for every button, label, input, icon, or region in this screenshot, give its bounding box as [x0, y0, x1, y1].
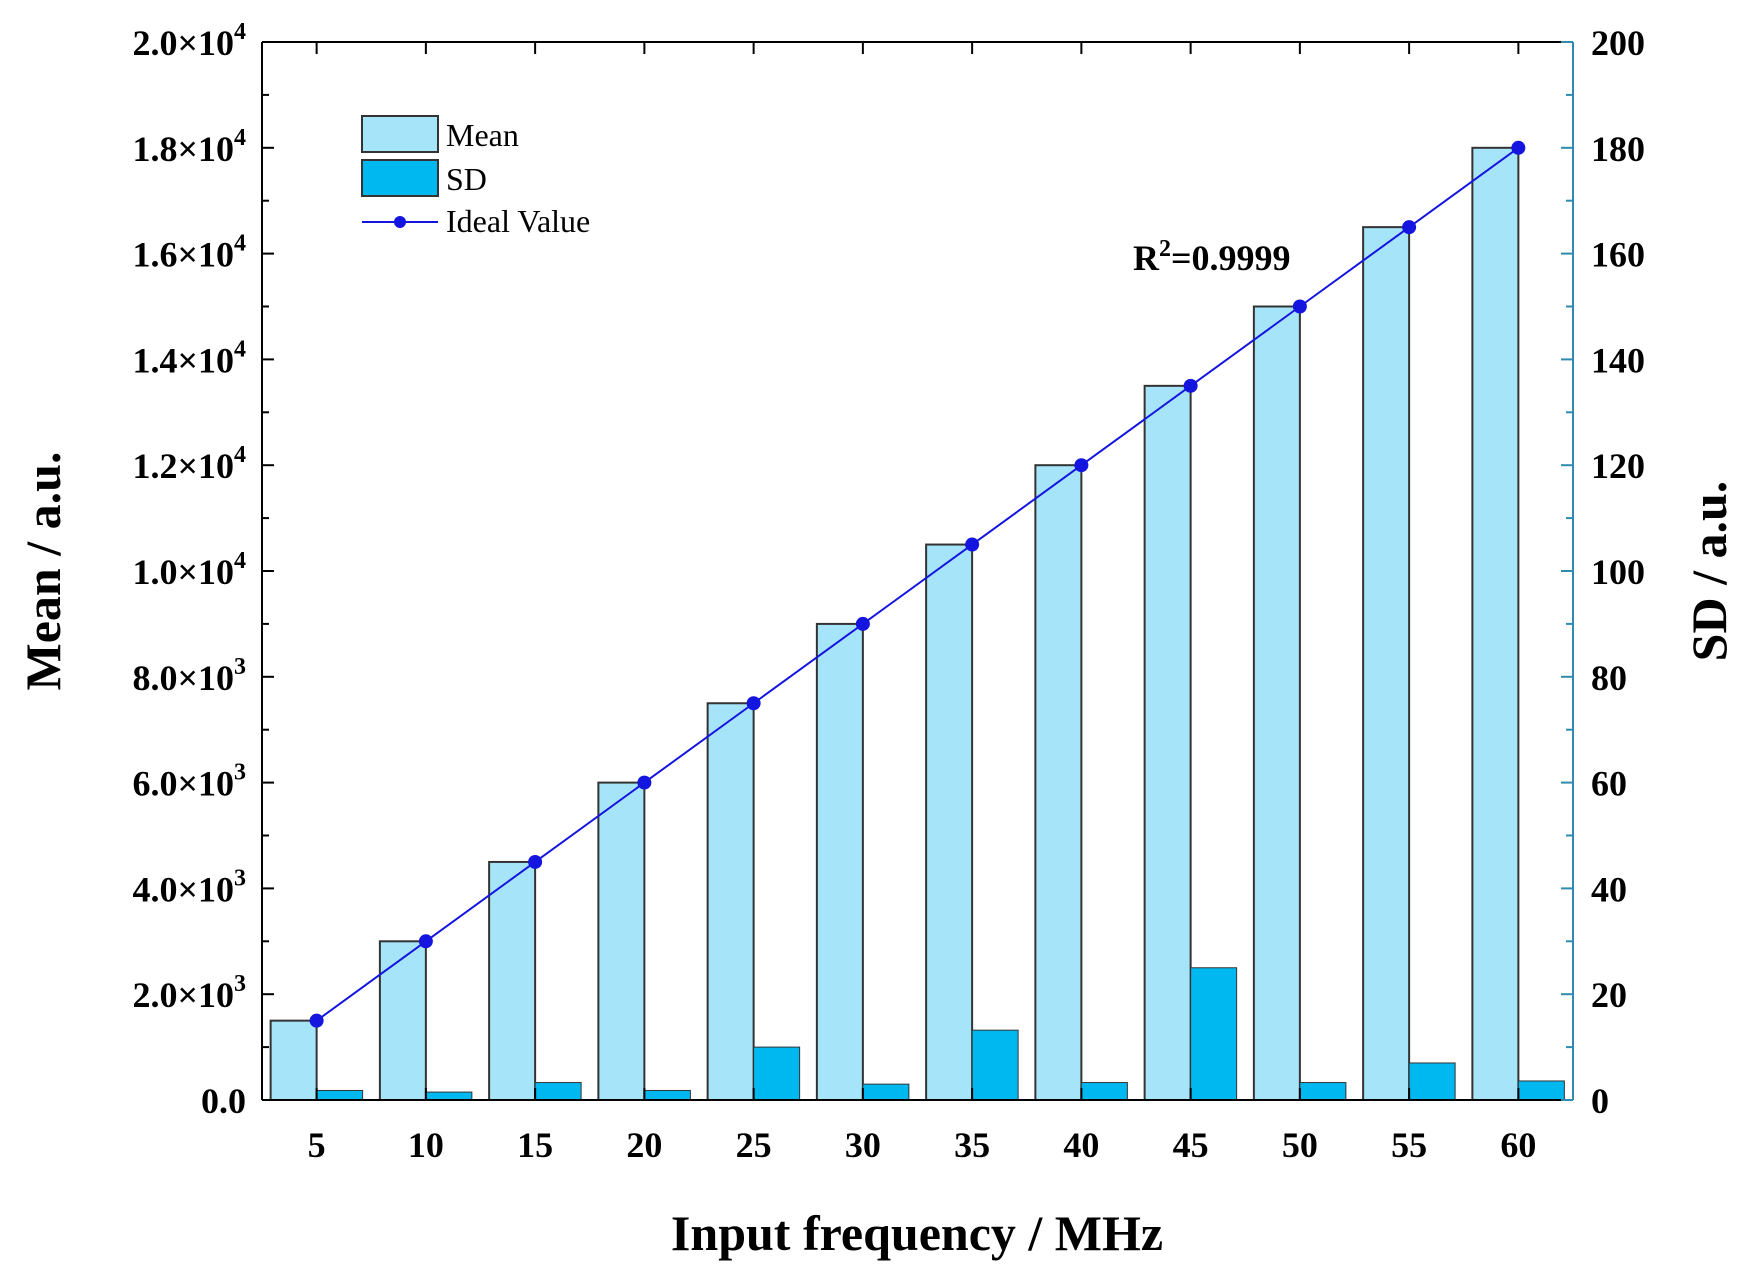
ideal-value-point-55	[1402, 220, 1417, 235]
mean-bar-30	[815, 622, 864, 1102]
sd-bar-55	[1408, 1062, 1456, 1101]
ideal-value-point-45	[1183, 378, 1198, 393]
right-tick-label: 180	[1591, 129, 1645, 169]
x-tick-label: 40	[1063, 1125, 1099, 1165]
mean-bar-15	[488, 860, 537, 1102]
left-tick-label: 0.0	[201, 1081, 246, 1121]
right-tick-label: 160	[1591, 235, 1645, 275]
mean-bar-55	[1362, 226, 1411, 1101]
x-tick-label: 10	[408, 1125, 444, 1165]
x-tick-label: 50	[1282, 1125, 1318, 1165]
legend-sd-label: SD	[446, 161, 487, 197]
mean-bar-50	[1252, 305, 1301, 1101]
x-tick-label: 25	[736, 1125, 772, 1165]
ideal-value-point-50	[1292, 299, 1307, 314]
left-axis-ticks: 0.0 2.0×103 4.0×103 6.0×103 8.0×103 1.0×104 1.…	[132, 19, 274, 1121]
right-tick-label: 140	[1591, 340, 1645, 380]
ideal-value-point-30	[855, 616, 870, 631]
x-tick-label: 15	[517, 1125, 553, 1165]
mean-bar-10	[378, 940, 427, 1101]
ideal-value-point-60	[1511, 140, 1526, 155]
sd-bar-25	[753, 1046, 801, 1101]
legend-ideal-marker	[394, 216, 406, 228]
right-tick-label: 100	[1591, 552, 1645, 592]
x-tick-label: 35	[954, 1125, 990, 1165]
x-axis-ticks: 5 10 15 20 25 30 35 40 45 50 55 60	[308, 42, 1536, 1165]
sd-bar-50	[1299, 1082, 1347, 1101]
left-tick-label: 2.0×103	[132, 971, 246, 1015]
right-tick-label: 200	[1591, 23, 1645, 63]
legend-mean-swatch	[361, 115, 439, 153]
sd-bar-40	[1080, 1082, 1128, 1101]
mean-bar-25	[706, 702, 755, 1101]
mean-bar-5	[269, 1019, 318, 1102]
ideal-value-line	[316, 146, 1519, 1022]
left-tick-label: 1.0×104	[132, 548, 246, 592]
left-tick-label: 1.4×104	[132, 336, 246, 380]
x-tick-label: 20	[626, 1125, 662, 1165]
x-axis-title: Input frequency / MHz	[671, 1205, 1163, 1261]
sd-bar-10	[425, 1091, 473, 1101]
ideal-value-series	[309, 140, 1526, 1028]
x-tick-label: 55	[1391, 1125, 1427, 1165]
ideal-value-point-10	[418, 934, 433, 949]
x-tick-label: 5	[308, 1125, 326, 1165]
sd-bar-60	[1517, 1080, 1565, 1101]
left-tick-label: 2.0×104	[132, 19, 246, 63]
right-tick-label: 80	[1591, 658, 1627, 698]
mean-bar-60	[1471, 146, 1520, 1102]
x-tick-label: 60	[1500, 1125, 1536, 1165]
sd-bar-20	[643, 1089, 691, 1101]
sd-bar-45	[1190, 967, 1238, 1101]
right-tick-label: 120	[1591, 446, 1645, 486]
mean-bar-40	[1034, 464, 1083, 1101]
mean-bar-45	[1143, 384, 1192, 1102]
x-tick-label: 45	[1173, 1125, 1209, 1165]
sd-bar-5	[316, 1089, 364, 1101]
legend-sd-swatch	[361, 159, 439, 197]
right-tick-label: 40	[1591, 869, 1627, 909]
ideal-value-point-5	[309, 1013, 324, 1028]
mean-bar-35	[925, 543, 974, 1101]
left-tick-label: 6.0×103	[132, 760, 246, 804]
sd-bar-30	[862, 1083, 910, 1101]
ideal-value-point-15	[528, 854, 543, 869]
ideal-value-point-40	[1074, 458, 1089, 473]
right-y-axis-title: SD / a.u.	[1681, 481, 1737, 662]
sd-bars	[316, 967, 1565, 1101]
legend-mean-label: Mean	[446, 117, 519, 153]
r-squared-annotation: R2=0.9999	[1133, 236, 1291, 278]
right-tick-label: 60	[1591, 764, 1627, 804]
x-tick-label: 30	[845, 1125, 881, 1165]
sd-bar-15	[534, 1082, 582, 1101]
right-tick-label: 0	[1591, 1081, 1609, 1121]
mean-bars	[269, 146, 1520, 1102]
left-tick-label: 1.2×104	[132, 442, 246, 486]
left-y-axis-title: Mean / a.u.	[15, 452, 71, 691]
sd-bar-35	[971, 1029, 1019, 1101]
right-tick-label: 20	[1591, 975, 1627, 1015]
mean-bar-20	[597, 781, 646, 1101]
left-tick-label: 1.8×104	[132, 125, 246, 169]
ideal-value-point-35	[965, 537, 980, 552]
legend-ideal-label: Ideal Value	[446, 203, 590, 239]
legend: Mean SD Ideal Value	[361, 115, 590, 239]
left-tick-label: 1.6×104	[132, 231, 246, 275]
left-tick-label: 4.0×103	[132, 865, 246, 909]
ideal-value-point-25	[746, 696, 761, 711]
right-axis-ticks: 0 20 40 60 80 100 120 140 160 180 200	[1561, 23, 1645, 1121]
ideal-value-point-20	[637, 775, 652, 790]
left-tick-label: 8.0×103	[132, 654, 246, 698]
